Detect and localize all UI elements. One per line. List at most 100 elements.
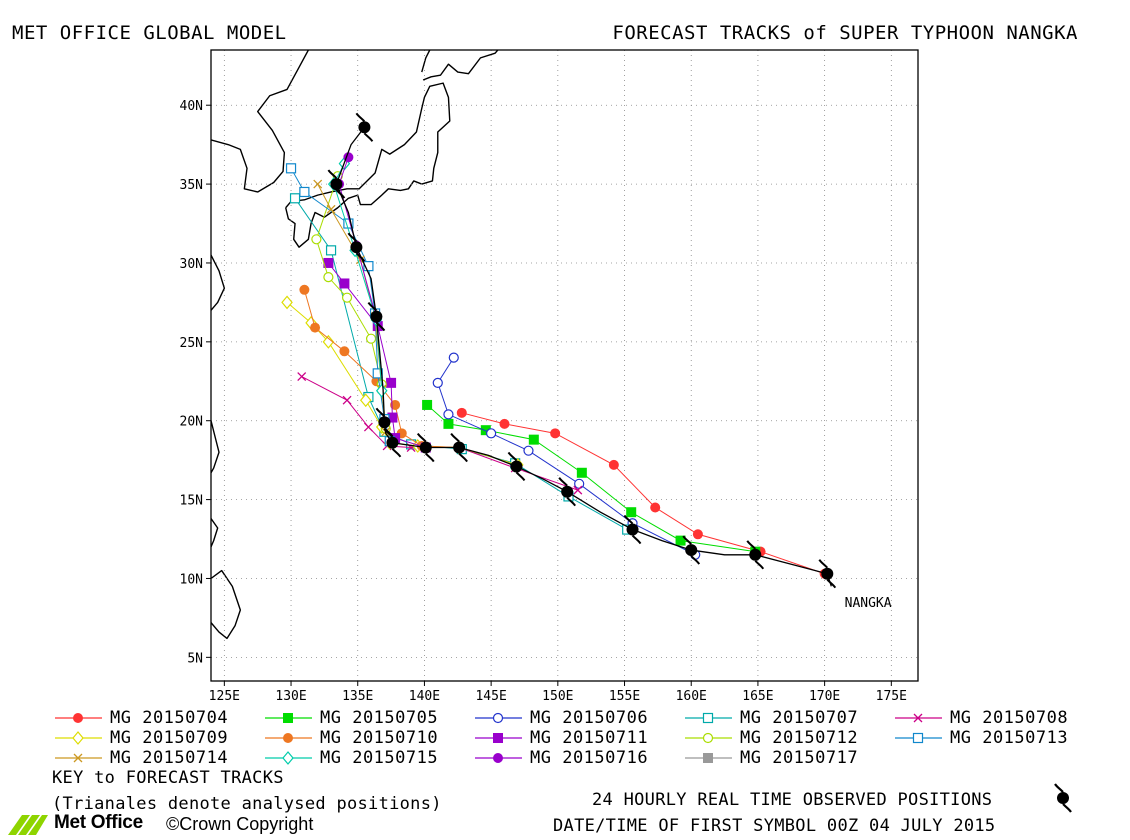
observed-position-tail [515, 471, 526, 482]
y-tick-label: 40N [180, 99, 203, 114]
observed-track: NANGKA [327, 112, 892, 611]
track-marker [486, 428, 497, 439]
legend-swatch [265, 733, 312, 743]
track-marker [363, 422, 373, 432]
met-office-logo: Met Office ©Crown Copyright [8, 812, 368, 838]
track-marker [456, 407, 467, 418]
track-marker [285, 163, 297, 174]
track-marker [480, 425, 491, 436]
observed-positions-note: 24 HOURLY REAL TIME OBSERVED POSITIONS [592, 790, 993, 810]
observed-position-tail [682, 535, 692, 545]
legend-marker [492, 712, 504, 724]
x-tick-label: 155E [609, 689, 640, 700]
observed-position-dot [419, 441, 432, 454]
track-marker [310, 322, 321, 333]
legend-label: MG 20150704 [110, 708, 229, 728]
observed-position-symbol [355, 112, 374, 142]
observed-position-tail [391, 448, 402, 458]
coastline-5 [211, 420, 220, 474]
observed-position-tail [347, 232, 358, 242]
legend-marker [73, 753, 83, 763]
track-marker [342, 395, 352, 405]
observed-position-symbol [818, 559, 837, 589]
track-marker [359, 393, 372, 408]
forecast-track-map: 125E 130E 135E 140E 145E 150E 155E 160E 165E 170E… [180, 49, 919, 700]
track-mg-20150705 [422, 399, 761, 557]
observed-position-dot [821, 567, 834, 580]
lat-lon-grid [211, 50, 918, 681]
legend-marker [493, 733, 503, 743]
track-mg-20150704 [456, 407, 830, 579]
legend-swatch [685, 753, 732, 763]
x-tick-label: 145E [475, 689, 506, 700]
key-note: (Trianales denote analysed positions) [52, 794, 442, 814]
track-marker [365, 333, 377, 344]
observed-position-tail [746, 540, 756, 550]
track-marker [448, 352, 459, 363]
legend-marker [282, 751, 294, 765]
track-line [301, 376, 579, 491]
legend-marker [73, 713, 83, 723]
observed-position-tail [818, 559, 828, 569]
observed-position-dot [626, 523, 639, 536]
track-mg-20150708 [297, 372, 583, 495]
y-tick-label: 5N [187, 651, 203, 666]
key-title: KEY to FORECAST TRACKS [52, 768, 284, 788]
legend-swatch [475, 733, 522, 743]
y-tick-label: 25N [180, 336, 203, 351]
track-marker [390, 399, 401, 410]
x-tick-label: 140E [409, 689, 440, 700]
legend-label: MG 20150706 [530, 708, 649, 728]
legend-swatch [265, 751, 312, 765]
track-line [461, 412, 825, 575]
legend-swatch [895, 732, 942, 744]
observed-position-symbol [558, 477, 576, 507]
legend-swatch [685, 732, 732, 744]
legend-marker [912, 732, 924, 744]
observed-position-tail [327, 169, 338, 179]
legend-label: MG 20150708 [950, 708, 1069, 728]
track-marker [289, 193, 301, 204]
observed-position-tail [425, 452, 435, 463]
track-line [338, 157, 377, 319]
legend-marker [913, 713, 923, 723]
legend-label: MG 20150715 [320, 748, 439, 768]
storm-name-label: NANGKA [845, 596, 892, 611]
legend-label: MG 20150707 [740, 708, 859, 728]
observed-position-tail [566, 496, 576, 507]
chart-title-left: MET OFFICE GLOBAL MODEL [12, 22, 287, 44]
track-marker [323, 272, 334, 283]
observed-position-dot [453, 441, 466, 454]
coastline-1 [285, 82, 451, 248]
legend-label: MG 20150713 [950, 728, 1069, 748]
track-marker [363, 261, 374, 272]
coastline-3 [421, 50, 431, 73]
track-marker [443, 409, 454, 420]
forecast-tracks [281, 152, 830, 579]
track-marker [675, 535, 686, 546]
legend-marker [72, 731, 84, 745]
coastline-layer [211, 50, 499, 640]
axis-ticks: 125E 130E 135E 140E 145E 150E 155E 160E 165E 170E… [180, 99, 907, 700]
legend-marker [703, 753, 713, 763]
track-marker [325, 245, 337, 256]
observed-position-tail [355, 112, 366, 123]
legend-swatch [475, 753, 522, 763]
met-office-flag-icon [8, 815, 48, 835]
observed-position-dot [386, 436, 399, 449]
track-marker [299, 284, 310, 295]
track-marker [323, 257, 334, 268]
observed-position-dot [378, 416, 391, 429]
observed-position-tail [507, 451, 518, 462]
track-marker [499, 418, 510, 429]
track-marker [299, 186, 310, 198]
track-line [426, 404, 756, 553]
track-line [315, 176, 393, 444]
track-marker [326, 204, 336, 214]
observed-position-dot [330, 178, 343, 191]
observed-position-tail [690, 555, 701, 565]
observed-position-tail [367, 302, 378, 312]
y-tick-label: 35N [180, 178, 203, 193]
track-marker [313, 179, 323, 189]
x-tick-label: 165E [742, 689, 773, 700]
